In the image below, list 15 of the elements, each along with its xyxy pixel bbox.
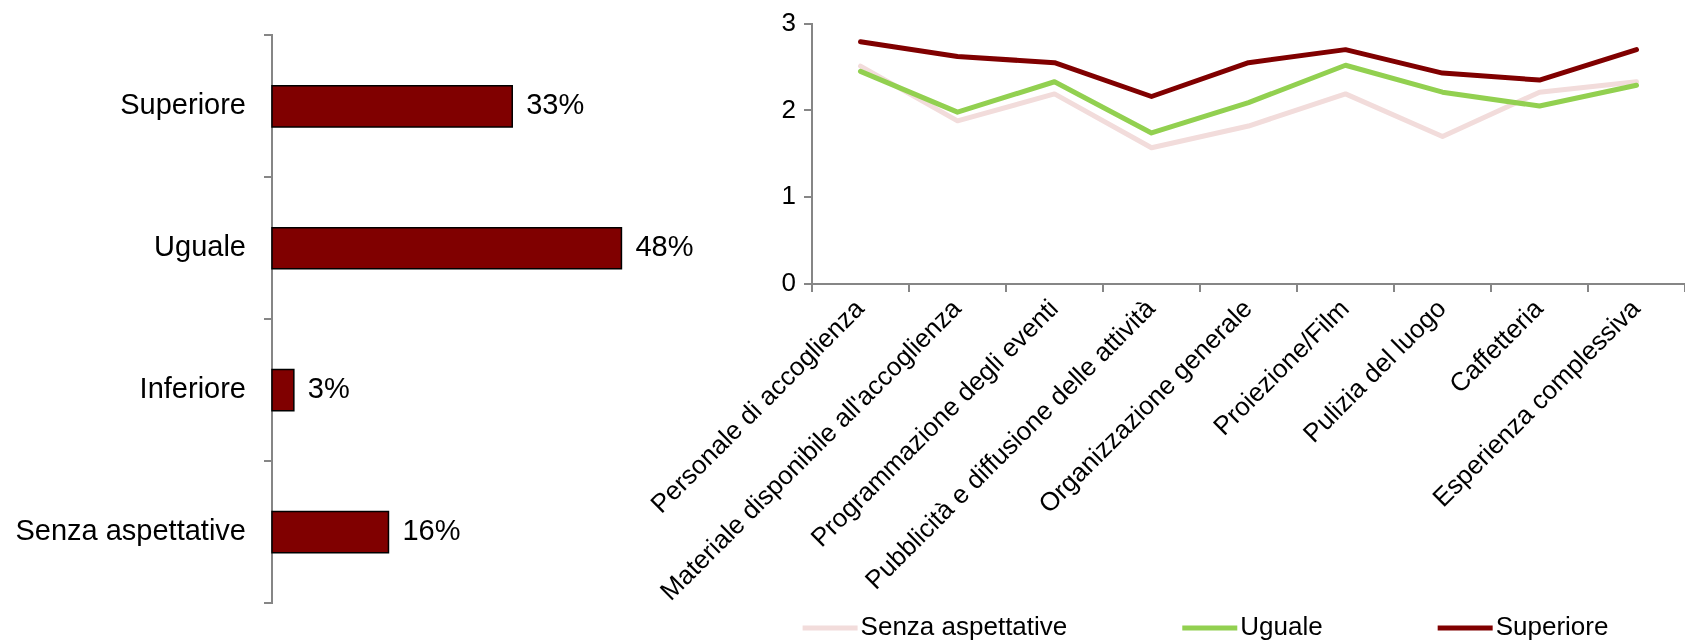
- data-label: 3%: [307, 372, 350, 405]
- y-tick-label: Senza aspettative: [15, 514, 246, 547]
- y-tick-label: 0: [781, 267, 796, 298]
- legend-label: Senza aspettative: [860, 611, 1068, 642]
- legend-label: Superiore: [1495, 611, 1609, 642]
- data-label: 16%: [402, 514, 461, 547]
- y-tick-label: Inferiore: [139, 372, 246, 405]
- data-label: 33%: [526, 88, 585, 121]
- y-tick-label: Superiore: [120, 88, 246, 121]
- legend-label: Uguale: [1240, 611, 1323, 642]
- y-tick-label: Uguale: [154, 230, 246, 263]
- data-label: 48%: [635, 230, 694, 263]
- y-tick-label: 3: [781, 6, 796, 37]
- y-tick-label: 1: [781, 180, 796, 211]
- y-tick-label: 2: [781, 93, 796, 124]
